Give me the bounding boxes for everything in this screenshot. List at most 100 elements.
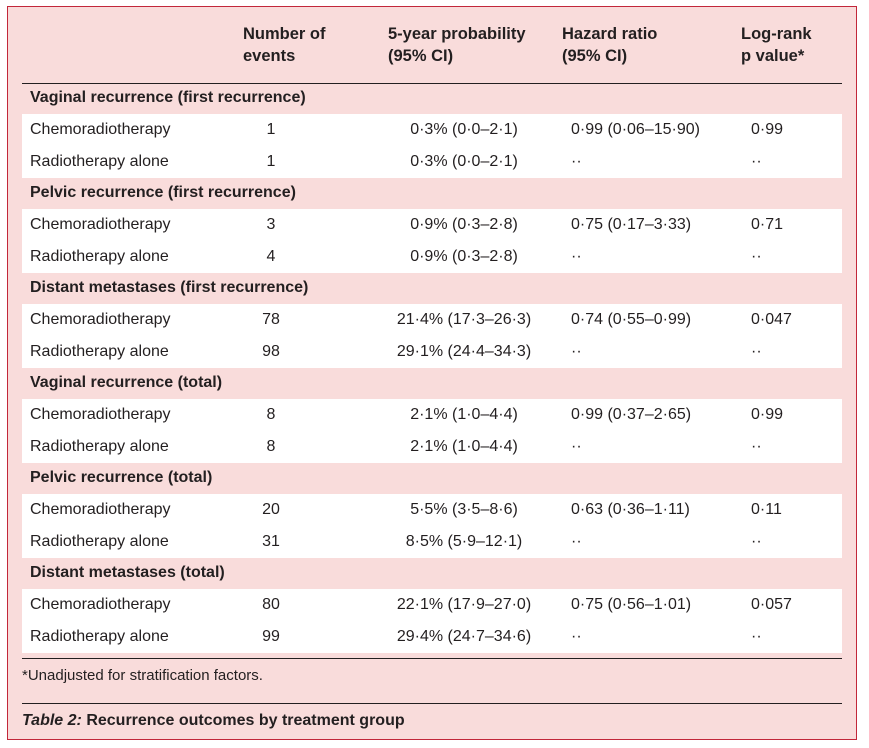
section-spacer: [22, 463, 842, 464]
cell-hazard-ratio: ··: [571, 533, 582, 550]
section-spacer: [22, 273, 842, 274]
cell-treatment-group: Radiotherapy alone: [30, 438, 169, 455]
table-row: Chemoradiotherapy 3 0·9% (0·3–2·8) 0·75 (0·…: [22, 209, 842, 241]
cell-events: 1: [266, 121, 276, 138]
cell-treatment-group: Radiotherapy alone: [30, 248, 169, 265]
table-row: Radiotherapy alone 1 0·3% (0·0–2·1) ·· ··: [22, 146, 842, 178]
cell-hazard-ratio: ··: [571, 438, 582, 455]
cell-p-value: 0·057: [751, 596, 792, 613]
cell-p-value: 0·047: [751, 311, 792, 328]
cell-events: 8: [266, 438, 276, 455]
section-rows: Chemoradiotherapy 20 5·5% (3·5–8·6) 0·63 (0…: [22, 494, 842, 558]
section-spacer: [22, 368, 842, 369]
cell-events: 20: [262, 501, 280, 518]
cell-hazard-ratio: 0·99 (0·37–2·65): [571, 406, 692, 423]
table-row: Chemoradiotherapy 1 0·3% (0·0–2·1) 0·99 (0·…: [22, 114, 842, 146]
cell-events: 4: [266, 248, 276, 265]
section-rows: Chemoradiotherapy 3 0·9% (0·3–2·8) 0·75 (0·…: [22, 209, 842, 273]
cell-p-value: ··: [751, 438, 762, 455]
caption-rule: [22, 703, 842, 704]
cell-hazard-ratio: 0·74 (0·55–0·99): [571, 311, 692, 328]
cell-treatment-group: Chemoradiotherapy: [30, 121, 171, 138]
cell-probability: 0·3% (0·0–2·1): [410, 153, 518, 170]
table-row: Radiotherapy alone 4 0·9% (0·3–2·8) ·· ··: [22, 241, 842, 273]
table-row: Radiotherapy alone 31 8·5% (5·9–12·1) ·· ··: [22, 526, 842, 558]
cell-hazard-ratio: ··: [571, 343, 582, 360]
cell-events: 80: [262, 596, 280, 613]
section-spacer: [22, 558, 842, 559]
caption-text: Recurrence outcomes by treatment group: [81, 712, 405, 729]
cell-hazard-ratio: 0·75 (0·56–1·01): [571, 596, 692, 613]
table-row: Chemoradiotherapy 8 2·1% (1·0–4·4) 0·99 (0·…: [22, 399, 842, 431]
table-row: Chemoradiotherapy 78 21·4% (17·3–26·3) 0·74…: [22, 304, 842, 336]
cell-treatment-group: Radiotherapy alone: [30, 533, 169, 550]
cell-p-value: ··: [751, 153, 762, 170]
cell-treatment-group: Chemoradiotherapy: [30, 596, 171, 613]
cell-treatment-group: Radiotherapy alone: [30, 628, 169, 645]
cell-p-value: 0·71: [751, 216, 784, 233]
table-bottom-rule: [22, 658, 842, 659]
cell-probability: 0·9% (0·3–2·8): [410, 248, 518, 265]
cell-events: 8: [266, 406, 276, 423]
cell-hazard-ratio: ··: [571, 248, 582, 265]
cell-probability: 5·5% (3·5–8·6): [410, 501, 518, 518]
table-row: Radiotherapy alone 99 29·4% (24·7–34·6) ·· ·…: [22, 621, 842, 653]
section-rows: Chemoradiotherapy 8 2·1% (1·0–4·4) 0·99 (0·…: [22, 399, 842, 463]
cell-probability: 8·5% (5·9–12·1): [405, 533, 523, 550]
section-title: Pelvic recurrence (first recurrence): [30, 184, 296, 201]
cell-hazard-ratio: 0·63 (0·36–1·11): [571, 501, 690, 518]
section-title: Vaginal recurrence (first recurrence): [30, 89, 306, 106]
table-frame: Number of events 5-year probability (95%…: [7, 6, 857, 740]
cell-treatment-group: Chemoradiotherapy: [30, 216, 171, 233]
cell-p-value: ··: [751, 533, 762, 550]
section-title: Distant metastases (first recurrence): [30, 279, 309, 296]
section-rows: Chemoradiotherapy 80 22·1% (17·9–27·0) 0·75…: [22, 589, 842, 653]
section-rows: Chemoradiotherapy 78 21·4% (17·3–26·3) 0·74…: [22, 304, 842, 368]
header-hazard-ratio: Hazard ratio (95% CI): [562, 25, 658, 65]
cell-probability: 21·4% (17·3–26·3): [396, 311, 532, 328]
cell-treatment-group: Radiotherapy alone: [30, 153, 169, 170]
cell-events: 31: [262, 533, 280, 550]
cell-probability: 29·4% (24·7–34·6): [396, 628, 532, 645]
cell-probability: 2·1% (1·0–4·4): [410, 406, 518, 423]
cell-probability: 0·9% (0·3–2·8): [410, 216, 518, 233]
cell-p-value: ··: [751, 248, 762, 265]
cell-treatment-group: Radiotherapy alone: [30, 343, 169, 360]
cell-hazard-ratio: 0·99 (0·06–15·90): [571, 121, 700, 138]
table-caption: Table 2: Recurrence outcomes by treatmen…: [22, 712, 405, 730]
cell-events: 3: [266, 216, 276, 233]
cell-treatment-group: Chemoradiotherapy: [30, 406, 171, 423]
header-p-value: Log-rank p value*: [741, 25, 812, 65]
table-row: Chemoradiotherapy 20 5·5% (3·5–8·6) 0·63 (0…: [22, 494, 842, 526]
cell-probability: 0·3% (0·0–2·1): [410, 121, 518, 138]
cell-p-value: ··: [751, 343, 762, 360]
cell-p-value: 0·11: [751, 501, 782, 518]
header-rule: [22, 83, 842, 84]
cell-probability: 29·1% (24·4–34·3): [396, 343, 532, 360]
cell-events: 98: [262, 343, 280, 360]
section-title: Distant metastases (total): [30, 564, 225, 581]
cell-p-value: 0·99: [751, 406, 784, 423]
table-header: Number of events 5-year probability (95%…: [8, 7, 856, 83]
section-title: Vaginal recurrence (total): [30, 374, 223, 391]
table-row: Radiotherapy alone 8 2·1% (1·0–4·4) ·· ··: [22, 431, 842, 463]
cell-p-value: 0·99: [751, 121, 784, 138]
cell-hazard-ratio: ··: [571, 153, 582, 170]
section-title: Pelvic recurrence (total): [30, 469, 213, 486]
header-probability: 5-year probability (95% CI): [388, 25, 526, 65]
cell-treatment-group: Chemoradiotherapy: [30, 501, 171, 518]
cell-treatment-group: Chemoradiotherapy: [30, 311, 171, 328]
cell-p-value: ··: [751, 628, 762, 645]
section-spacer: [22, 178, 842, 179]
cell-hazard-ratio: 0·75 (0·17–3·33): [571, 216, 692, 233]
cell-probability: 2·1% (1·0–4·4): [410, 438, 518, 455]
section-rows: Chemoradiotherapy 1 0·3% (0·0–2·1) 0·99 (0·…: [22, 114, 842, 178]
table-row: Chemoradiotherapy 80 22·1% (17·9–27·0) 0·75…: [22, 589, 842, 621]
cell-hazard-ratio: ··: [571, 628, 582, 645]
caption-label: Table 2:: [22, 712, 82, 729]
table-row: Radiotherapy alone 98 29·1% (24·4–34·3) ·· ·…: [22, 336, 842, 368]
cell-events: 99: [262, 628, 280, 645]
cell-events: 1: [266, 153, 276, 170]
header-events: Number of events: [243, 25, 326, 65]
table-footnote: *Unadjusted for stratification factors.: [22, 667, 263, 684]
